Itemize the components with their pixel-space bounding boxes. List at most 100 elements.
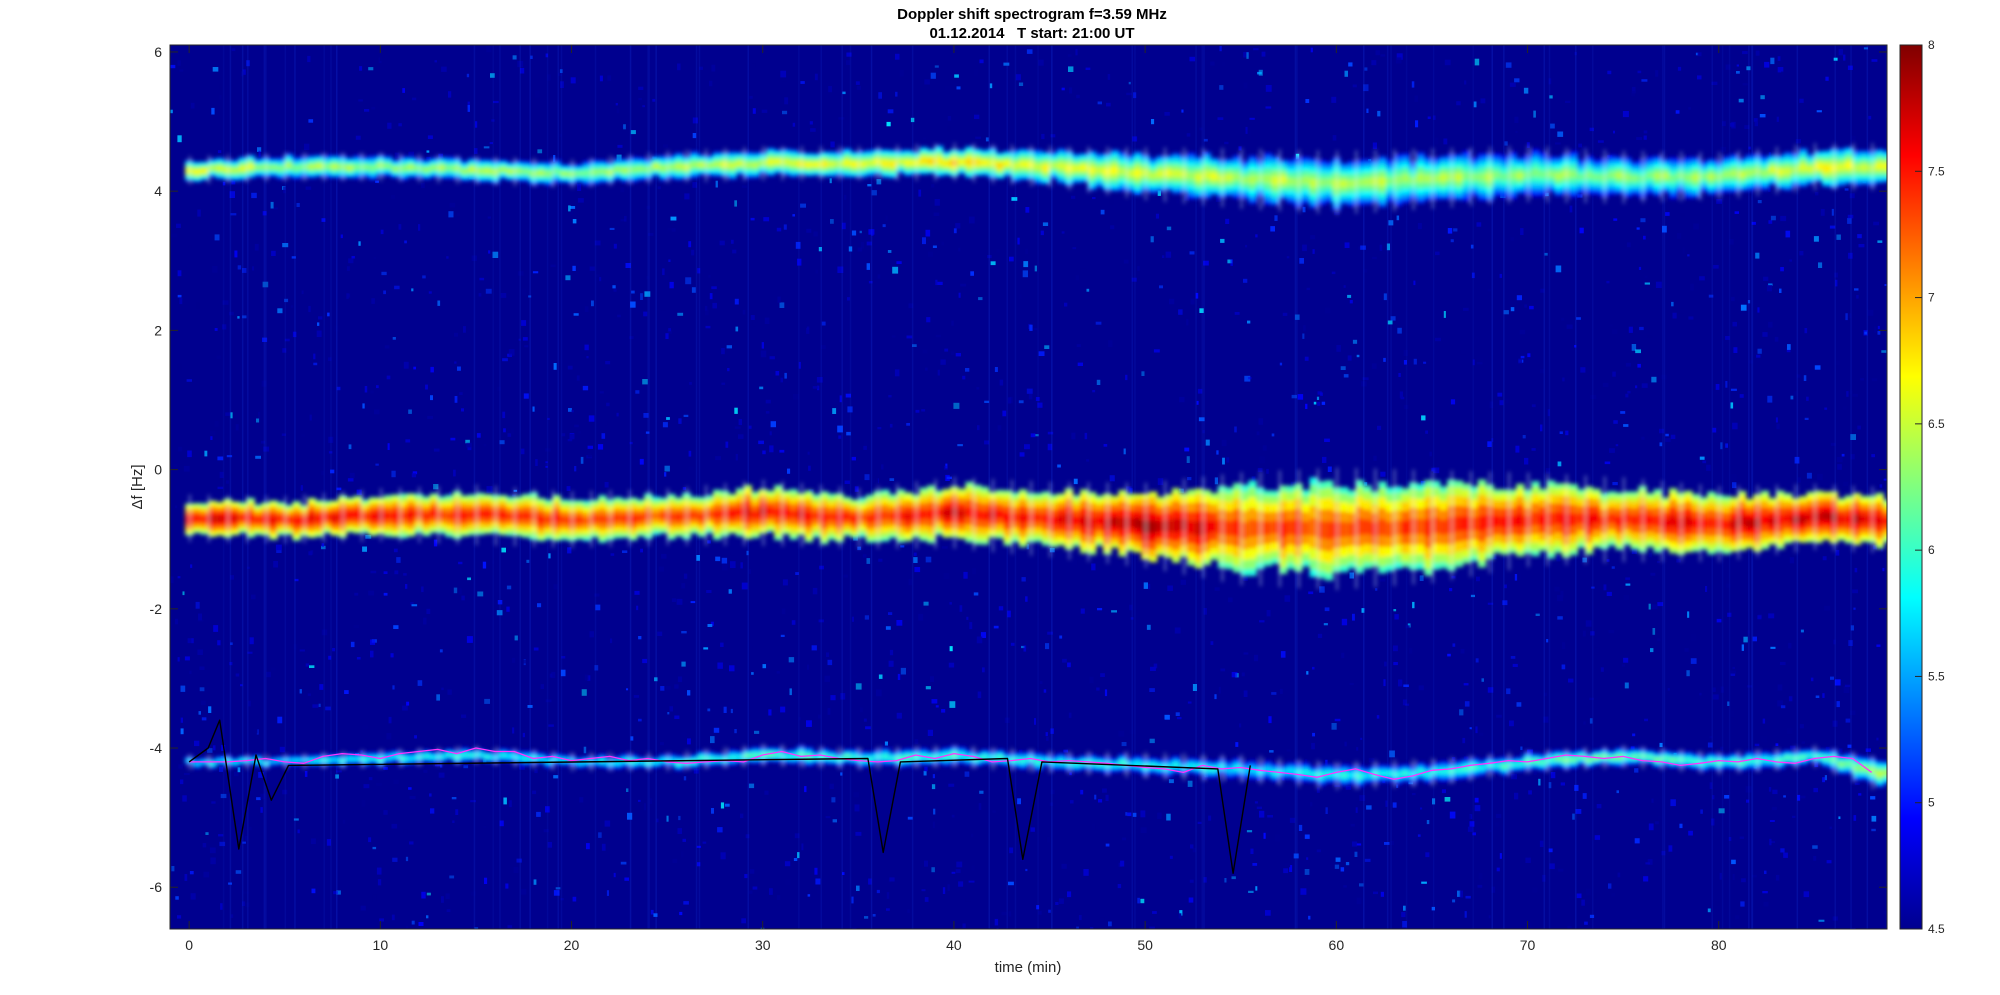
noise-speckle — [1712, 795, 1715, 800]
noise-speckle — [706, 590, 712, 593]
noise-speckle — [606, 890, 609, 896]
noise-speckle — [398, 224, 402, 230]
band-cell — [1493, 515, 1502, 527]
noise-speckle — [1149, 688, 1155, 692]
band-cell — [1539, 514, 1548, 526]
noise-speckle — [547, 74, 551, 81]
noise-speckle — [1524, 304, 1527, 308]
noise-speckle — [391, 823, 398, 829]
noise-speckle — [856, 885, 860, 891]
noise-speckle — [242, 315, 247, 319]
noise-speckle — [971, 833, 974, 838]
noise-speckle — [998, 606, 1004, 611]
noise-speckle — [1364, 67, 1368, 71]
noise-speckle — [448, 491, 452, 498]
band-streak — [265, 153, 268, 182]
noise-speckle — [1464, 701, 1470, 707]
noise-speckle — [1471, 272, 1475, 279]
noise-speckle — [1532, 887, 1538, 893]
noise-speckle — [1516, 295, 1522, 301]
noise-speckle — [466, 723, 473, 727]
band-streak — [1317, 150, 1319, 214]
noise-speckle — [825, 816, 831, 819]
band-cell — [1852, 164, 1861, 172]
noise-speckle — [914, 739, 919, 745]
noise-speckle — [740, 813, 744, 819]
noise-speckle — [1450, 399, 1456, 405]
noise-speckle — [1756, 354, 1761, 358]
noise-speckle — [430, 366, 434, 373]
band-cell — [942, 161, 951, 166]
noise-speckle — [1716, 618, 1722, 623]
noise-speckle — [1539, 840, 1544, 847]
band-cell — [1760, 170, 1770, 177]
noise-speckle — [1254, 801, 1258, 804]
noise-speckle — [440, 761, 443, 768]
noise-streak — [648, 45, 650, 929]
noise-speckle — [558, 72, 562, 76]
noise-speckle — [1611, 566, 1615, 569]
band-cell — [927, 509, 936, 520]
noise-speckle — [1499, 400, 1504, 406]
noise-speckle — [1214, 694, 1217, 700]
noise-speckle — [258, 411, 261, 419]
noise-speckle — [1341, 618, 1348, 626]
noise-speckle — [856, 85, 861, 90]
noise-speckle — [1210, 61, 1215, 66]
noise-speckle — [1697, 75, 1702, 80]
noise-speckle — [1597, 140, 1604, 143]
noise-speckle — [1720, 686, 1724, 693]
noise-speckle — [606, 402, 610, 407]
noise-speckle — [1713, 265, 1719, 269]
noise-speckle — [1752, 874, 1757, 878]
noise-speckle — [1218, 686, 1221, 694]
noise-speckle — [474, 148, 478, 154]
noise-speckle — [1768, 220, 1773, 224]
noise-speckle — [1640, 218, 1646, 223]
noise-speckle — [878, 558, 883, 562]
noise-speckle — [1344, 741, 1347, 747]
noise-speckle — [1834, 679, 1841, 686]
noise-speckle — [1831, 208, 1834, 216]
noise-speckle — [787, 468, 791, 474]
noise-speckle — [1267, 815, 1273, 818]
noise-speckle — [1834, 272, 1838, 278]
noise-speckle — [506, 606, 510, 612]
noise-speckle — [380, 229, 384, 235]
noise-speckle — [1720, 146, 1726, 152]
noise-speckle — [1865, 748, 1871, 752]
band-cell — [728, 510, 737, 518]
noise-speckle — [1729, 122, 1735, 127]
noise-speckle — [448, 211, 454, 218]
band-cell — [1240, 522, 1250, 539]
noise-speckle — [1568, 678, 1574, 683]
noise-speckle — [1607, 70, 1612, 75]
noise-speckle — [291, 778, 295, 784]
noise-streak — [1134, 45, 1136, 929]
noise-speckle — [204, 450, 208, 457]
noise-speckle — [237, 767, 241, 773]
noise-speckle — [657, 186, 661, 190]
noise-speckle — [1712, 427, 1717, 433]
band-cell — [751, 510, 760, 520]
noise-speckle — [692, 117, 698, 124]
noise-speckle — [1375, 588, 1378, 591]
noise-speckle — [1393, 645, 1398, 652]
noise-speckle — [846, 52, 852, 57]
noise-speckle — [961, 171, 965, 178]
noise-speckle — [1720, 442, 1723, 450]
noise-streak — [1543, 45, 1545, 929]
noise-speckle — [974, 174, 978, 179]
band-cell — [277, 166, 286, 171]
noise-speckle — [1308, 591, 1314, 595]
noise-speckle — [696, 555, 700, 561]
noise-speckle — [188, 245, 192, 248]
noise-speckle — [1650, 648, 1654, 653]
band-cell — [468, 511, 477, 519]
noise-speckle — [482, 561, 487, 569]
noise-speckle — [841, 222, 846, 230]
band-cell — [1087, 517, 1097, 529]
noise-speckle — [222, 324, 227, 330]
noise-speckle — [927, 251, 933, 257]
noise-speckle — [812, 587, 818, 595]
